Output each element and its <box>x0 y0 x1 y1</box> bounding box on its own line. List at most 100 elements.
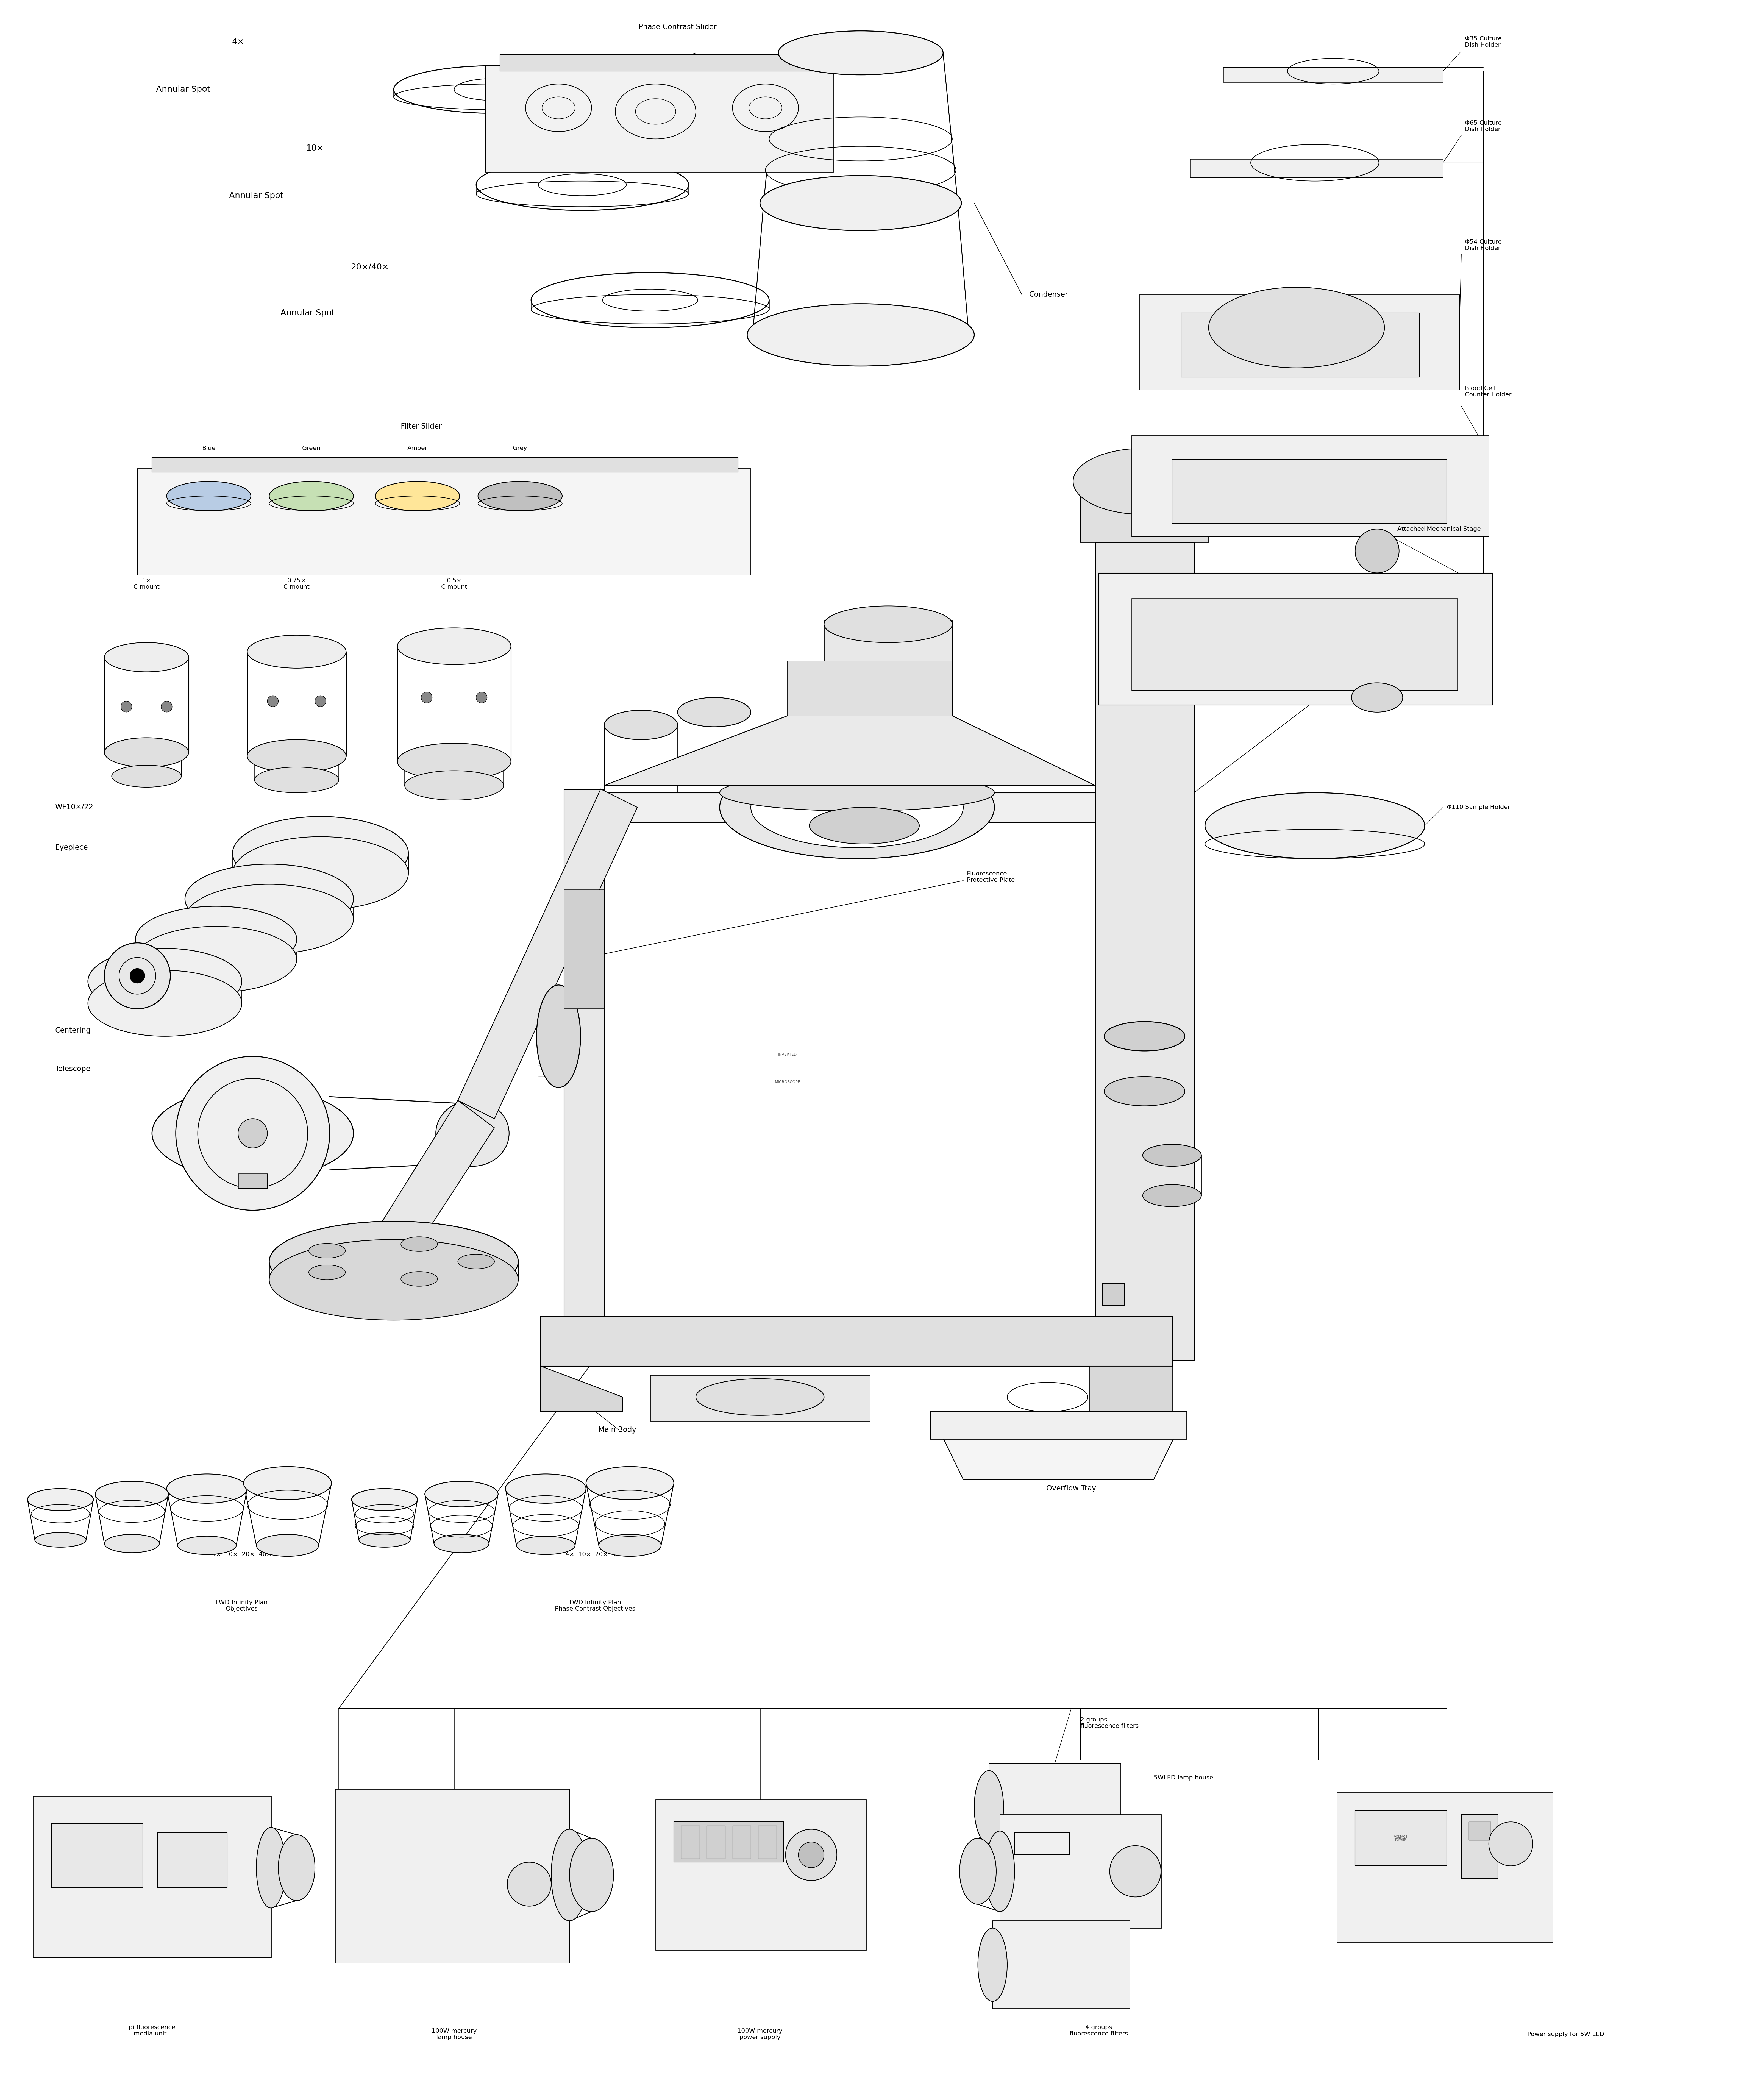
Polygon shape <box>564 790 605 1317</box>
Bar <box>656 1800 867 1951</box>
Text: Amber: Amber <box>408 445 427 452</box>
Ellipse shape <box>977 1928 1007 2001</box>
Ellipse shape <box>436 1100 510 1166</box>
Ellipse shape <box>176 1056 331 1210</box>
Ellipse shape <box>35 1533 86 1548</box>
Text: LWD Infinity Plan
Phase Contrast Objectives: LWD Infinity Plan Phase Contrast Objecti… <box>556 1600 635 1611</box>
Ellipse shape <box>457 1254 494 1268</box>
Bar <box>1190 160 1443 176</box>
Bar <box>1461 1814 1498 1879</box>
Ellipse shape <box>1352 682 1403 712</box>
Polygon shape <box>605 716 1095 785</box>
Ellipse shape <box>359 1533 410 1548</box>
Text: 0.75×
C-mount: 0.75× C-mount <box>283 578 309 590</box>
Ellipse shape <box>974 1770 1004 1844</box>
Ellipse shape <box>719 775 995 811</box>
Circle shape <box>162 701 172 712</box>
Ellipse shape <box>401 1273 438 1287</box>
Polygon shape <box>788 662 953 716</box>
Bar <box>1014 1833 1069 1854</box>
Ellipse shape <box>1355 529 1399 573</box>
Text: Blood Cell
Counter Holder: Blood Cell Counter Holder <box>1464 386 1512 397</box>
Text: Φ35 Culture
Dish Holder: Φ35 Culture Dish Holder <box>1464 36 1501 48</box>
Ellipse shape <box>1104 1021 1185 1050</box>
Ellipse shape <box>1072 449 1213 514</box>
Text: Grey: Grey <box>513 445 527 452</box>
Bar <box>1468 1823 1491 1840</box>
Text: 5WLED lamp house: 5WLED lamp house <box>1153 1774 1213 1781</box>
Text: WF10×/22: WF10×/22 <box>54 804 93 811</box>
Ellipse shape <box>376 481 459 510</box>
Text: Epi fluorescence
media unit: Epi fluorescence media unit <box>125 2024 176 2037</box>
Bar <box>682 1825 700 1858</box>
Text: Φ65 Culture
Dish Holder: Φ65 Culture Dish Holder <box>1464 120 1501 132</box>
Bar <box>1139 294 1459 391</box>
Text: 4 groups
fluorescence filters: 4 groups fluorescence filters <box>1069 2024 1129 2037</box>
Ellipse shape <box>178 1537 236 1554</box>
Text: Attached Mechanical Stage: Attached Mechanical Stage <box>1398 527 1480 531</box>
Ellipse shape <box>135 907 297 972</box>
Bar <box>485 65 833 172</box>
Text: Fluorescence
Protective Plate: Fluorescence Protective Plate <box>967 871 1014 882</box>
Text: INVERTED: INVERTED <box>779 1052 796 1056</box>
Text: Telescope: Telescope <box>54 1065 90 1073</box>
Text: Power supply for 5W LED: Power supply for 5W LED <box>1528 2031 1603 2037</box>
Bar <box>1355 1810 1447 1865</box>
Ellipse shape <box>88 970 243 1035</box>
Ellipse shape <box>552 1829 587 1922</box>
Circle shape <box>121 701 132 712</box>
Bar <box>825 622 953 662</box>
Ellipse shape <box>401 1237 438 1252</box>
Ellipse shape <box>278 1835 315 1900</box>
Ellipse shape <box>751 766 963 848</box>
Text: Eyepiece: Eyepiece <box>54 844 88 850</box>
Text: VOLTAGE
POWER: VOLTAGE POWER <box>1394 1835 1408 1842</box>
Ellipse shape <box>585 1466 673 1499</box>
Bar <box>237 1174 267 1189</box>
Polygon shape <box>582 792 1150 821</box>
Bar <box>673 1823 784 1863</box>
Ellipse shape <box>104 737 188 766</box>
Ellipse shape <box>269 1222 519 1302</box>
Circle shape <box>315 695 325 706</box>
Ellipse shape <box>232 817 408 890</box>
Ellipse shape <box>404 771 503 800</box>
Ellipse shape <box>677 697 751 727</box>
Ellipse shape <box>104 1535 160 1552</box>
Ellipse shape <box>1143 1184 1201 1208</box>
Ellipse shape <box>185 863 353 934</box>
Ellipse shape <box>309 1264 345 1279</box>
Bar <box>1102 1283 1125 1306</box>
Ellipse shape <box>809 806 919 844</box>
Ellipse shape <box>397 743 512 779</box>
Bar <box>151 458 738 472</box>
Ellipse shape <box>135 926 297 993</box>
Ellipse shape <box>1204 792 1424 859</box>
Bar <box>1336 1793 1552 1942</box>
Text: Annular Spot: Annular Spot <box>156 86 211 94</box>
Ellipse shape <box>95 1480 169 1508</box>
Bar <box>1099 573 1493 706</box>
Bar <box>564 890 605 1008</box>
Ellipse shape <box>397 628 512 664</box>
Text: Annular Spot: Annular Spot <box>281 309 334 317</box>
Text: 2 groups
fluorescence filters: 2 groups fluorescence filters <box>1081 1718 1139 1728</box>
Text: 20×/40×: 20×/40× <box>352 262 389 271</box>
Circle shape <box>267 695 278 706</box>
Bar <box>1132 435 1489 536</box>
Text: 100W mercury
lamp house: 100W mercury lamp house <box>431 2029 476 2041</box>
Polygon shape <box>366 1100 494 1268</box>
Ellipse shape <box>506 1474 585 1504</box>
Ellipse shape <box>167 481 251 510</box>
Bar <box>51 1823 142 1888</box>
Ellipse shape <box>269 1239 519 1321</box>
Circle shape <box>508 1863 552 1907</box>
Bar <box>993 1922 1130 2010</box>
Bar <box>137 468 751 575</box>
Ellipse shape <box>185 884 353 953</box>
Bar <box>988 1764 1122 1852</box>
Ellipse shape <box>232 836 408 909</box>
Polygon shape <box>1090 1365 1173 1411</box>
Bar <box>1132 598 1457 691</box>
Ellipse shape <box>960 1838 997 1905</box>
